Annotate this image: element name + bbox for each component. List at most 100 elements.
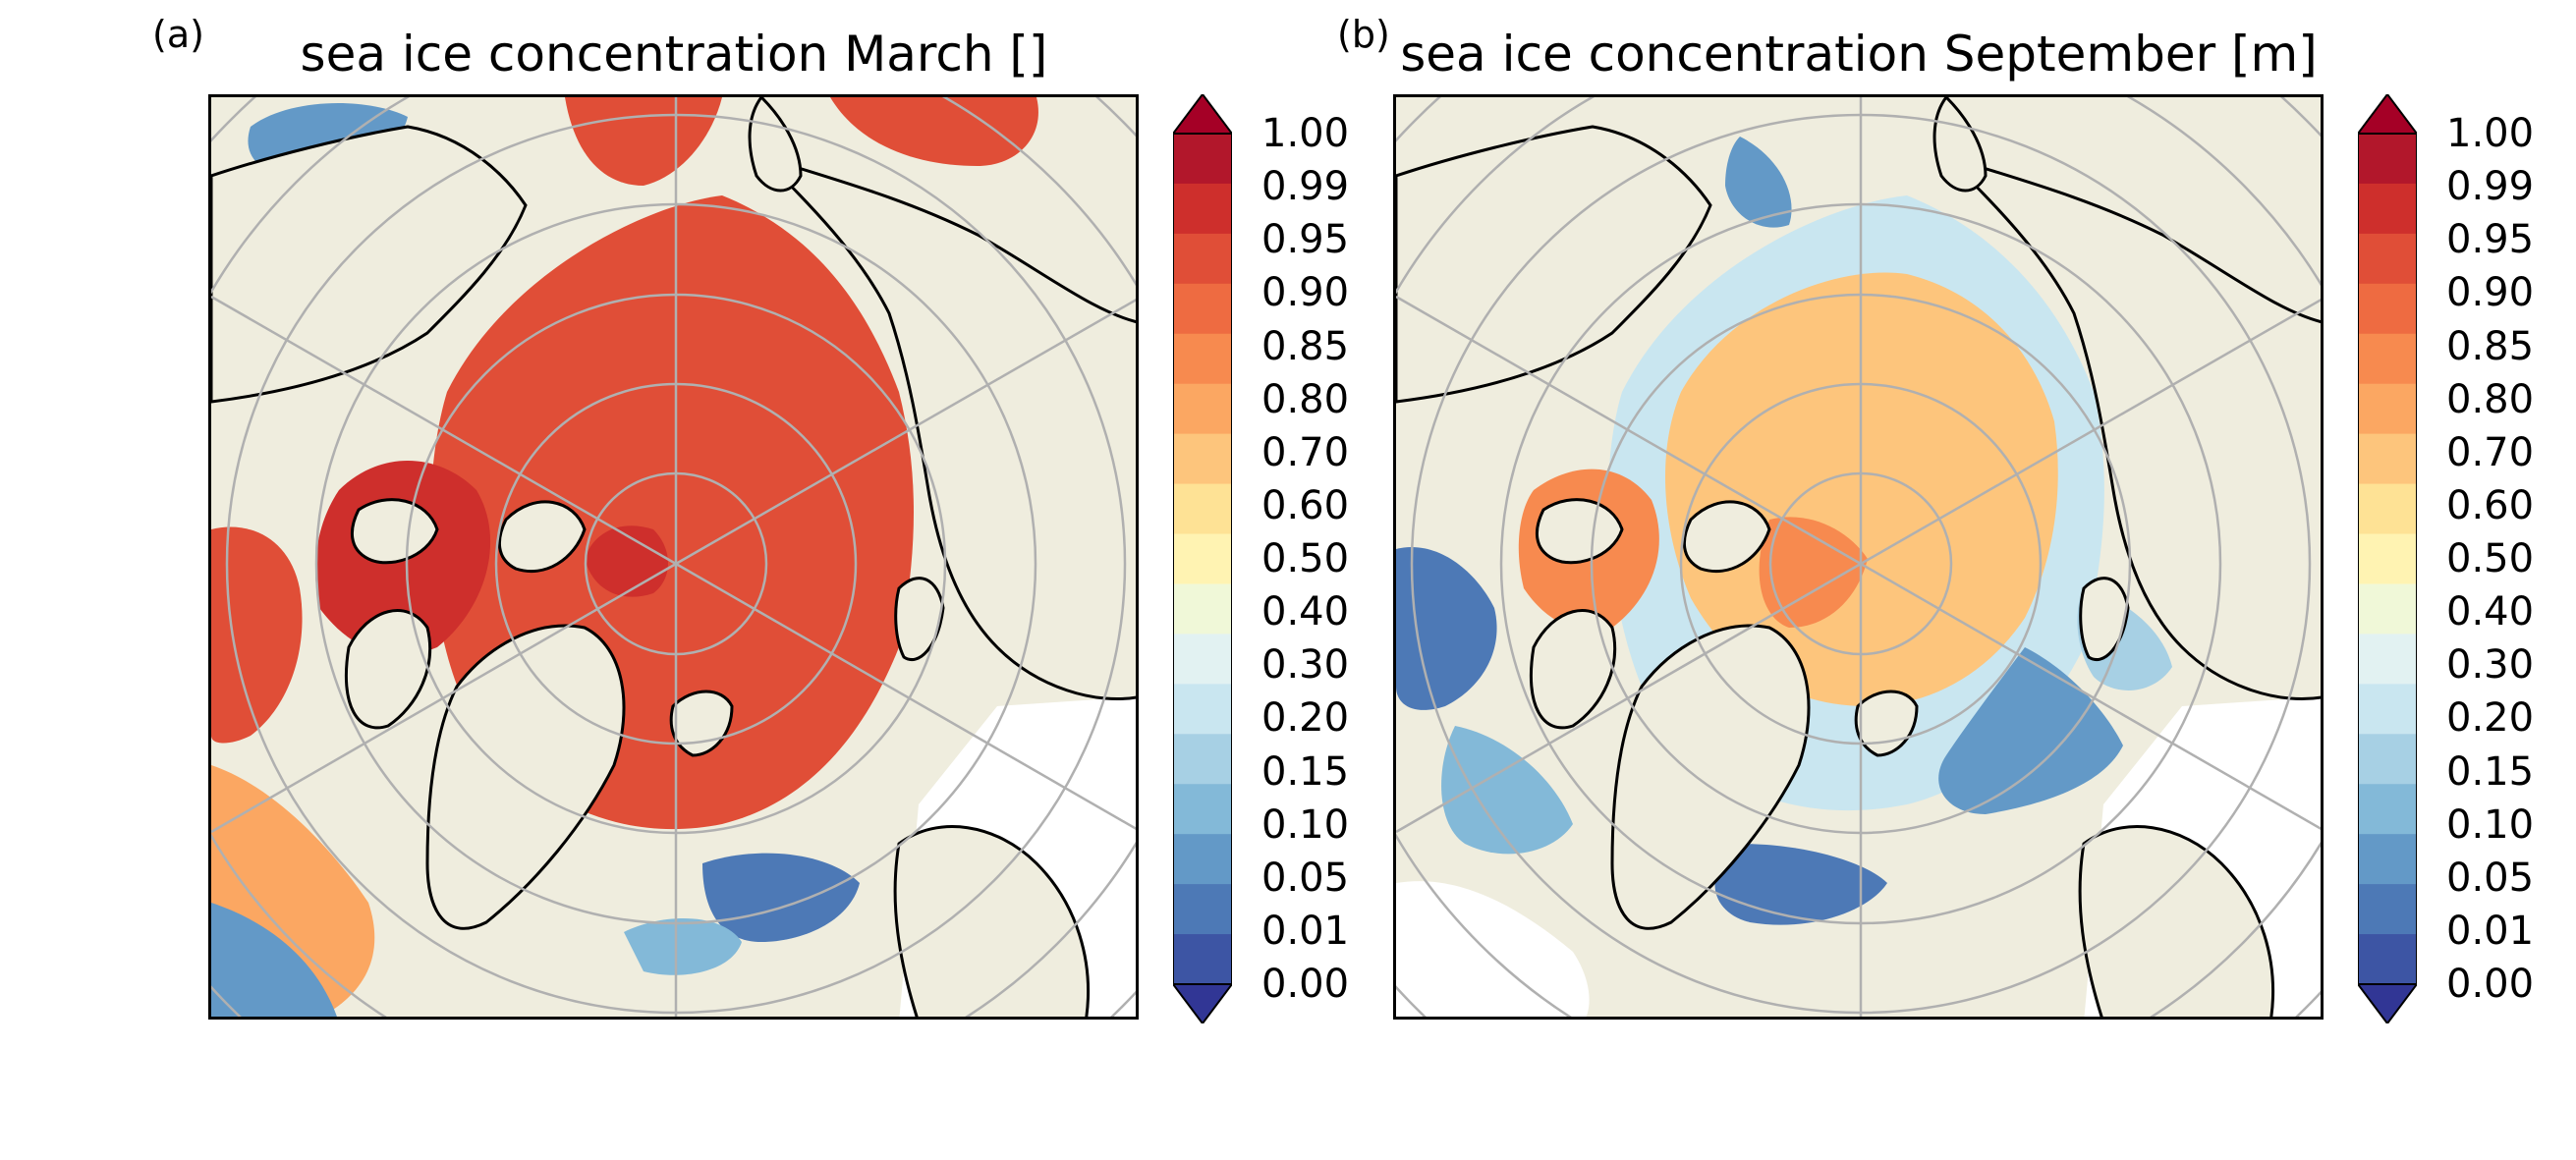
colorbar-band xyxy=(2358,634,2417,685)
colorbar-tick-label: 0.00 xyxy=(1261,962,1350,1007)
colorbar-tick-label: 0.30 xyxy=(2446,642,2535,689)
land-novaya-zemlya xyxy=(894,577,945,661)
ice-edge-labrador xyxy=(211,903,337,1017)
colorbar-tick-label: 0.85 xyxy=(2446,323,2535,369)
land-ellesmere xyxy=(1682,500,1771,574)
land-kamchatka xyxy=(748,97,803,193)
colorbar-band xyxy=(2358,684,2417,735)
colorbar-band xyxy=(1173,834,1232,885)
colorbar-march xyxy=(1171,92,1234,1025)
colorbar-band xyxy=(2358,834,2417,885)
colorbar-band xyxy=(1173,433,1232,485)
colorbar-band xyxy=(2358,483,2417,535)
land-novaya-zemlya xyxy=(2079,577,2130,661)
colorbar-band xyxy=(1173,333,1232,385)
colorbar-tick-label: 0.40 xyxy=(1261,589,1350,635)
ice-edge-baffin xyxy=(1441,726,1573,855)
land-siberia xyxy=(759,154,1136,701)
colorbar-tick-label: 0.99 xyxy=(1261,164,1350,210)
colorbar-tick-label: 0.70 xyxy=(1261,429,1350,475)
colorbar-band xyxy=(2358,433,2417,485)
sea-ice-north-greenland xyxy=(1759,517,1868,628)
colorbar-tick-label: 0.05 xyxy=(1261,855,1350,901)
colorbar-band xyxy=(1173,383,1232,435)
colorbar-band xyxy=(2358,134,2417,185)
colorbar-band xyxy=(2358,383,2417,435)
colorbar-band xyxy=(1173,283,1232,335)
colorbar-band xyxy=(1173,634,1232,685)
colorbar-tick-label: 0.60 xyxy=(2446,482,2535,528)
map-march-svg xyxy=(211,97,1136,1017)
sea-ice-okhotsk xyxy=(830,97,1038,166)
colorbar-september-bands xyxy=(2358,134,2417,985)
colorbar-march-bands xyxy=(1173,134,1232,985)
colorbar-band xyxy=(2358,533,2417,584)
colorbar-band xyxy=(1173,183,1232,235)
colorbar-band xyxy=(2358,784,2417,835)
colorbar-tick-label: 0.01 xyxy=(2446,908,2535,954)
colorbar-band xyxy=(2358,934,2417,985)
ice-edge-nordic xyxy=(702,853,860,942)
colorbar-tick-label: 0.20 xyxy=(2446,695,2535,742)
ice-edge-hudson xyxy=(1396,547,1497,710)
colorbar-band xyxy=(2358,583,2417,635)
colorbar-tick-label: 0.40 xyxy=(2446,589,2535,635)
colorbar-under-triangle xyxy=(1171,983,1234,1025)
colorbar-tick-label: 0.50 xyxy=(2446,536,2535,581)
colorbar-band xyxy=(2358,333,2417,385)
land-victoria-island xyxy=(350,498,439,565)
colorbar-tick-label: 0.99 xyxy=(2446,164,2535,210)
colorbar-band xyxy=(1173,583,1232,635)
map-march xyxy=(208,94,1139,1020)
colorbar-tick-label: 0.00 xyxy=(2446,962,2535,1007)
land-victoria-island xyxy=(1535,498,1624,565)
colorbar-tick-label: 0.30 xyxy=(1261,642,1350,689)
colorbar-tick-label: 0.95 xyxy=(1261,217,1350,263)
colorbar-band xyxy=(1173,734,1232,785)
colorbar-tick-label: 0.05 xyxy=(2446,855,2535,901)
colorbar-tick-label: 0.80 xyxy=(2446,376,2535,422)
panel-title-b: sea ice concentration September [m] xyxy=(1400,26,2318,83)
panel-title-a: sea ice concentration March [] xyxy=(300,26,1048,83)
colorbar-band xyxy=(1173,134,1232,185)
land-baffin-island xyxy=(1529,609,1617,730)
land-labrador xyxy=(1396,881,1590,1017)
land-ellesmere xyxy=(497,500,587,574)
sea-ice-bering xyxy=(565,97,722,186)
colorbar-tick-label: 0.10 xyxy=(1261,801,1350,848)
colorbar-over-triangle xyxy=(2356,92,2419,135)
colorbar-september xyxy=(2356,92,2419,1025)
colorbar-band xyxy=(2358,734,2417,785)
colorbar-band xyxy=(1173,934,1232,985)
colorbar-under-triangle xyxy=(2356,983,2419,1025)
colorbar-band xyxy=(1173,483,1232,535)
land-scandinavia xyxy=(893,825,1090,1017)
colorbar-tick-label: 0.15 xyxy=(2446,748,2535,795)
colorbar-tick-label: 0.20 xyxy=(1261,695,1350,742)
colorbar-march-svg xyxy=(1171,92,1234,1025)
colorbar-over-triangle xyxy=(1171,92,1234,135)
land-siberia xyxy=(1944,154,2321,701)
land-greenland xyxy=(425,624,626,930)
ice-edge-greenland-sea xyxy=(624,918,742,975)
colorbar-tick-label: 0.15 xyxy=(1261,748,1350,795)
colorbar-band xyxy=(2358,283,2417,335)
colorbar-band xyxy=(1173,684,1232,735)
panel-label-a: (a) xyxy=(152,13,204,56)
colorbar-band xyxy=(2358,233,2417,285)
colorbar-tick-label: 0.95 xyxy=(2446,217,2535,263)
colorbar-tick-label: 0.60 xyxy=(1261,482,1350,528)
colorbar-tick-label: 0.70 xyxy=(2446,429,2535,475)
map-september xyxy=(1393,94,2324,1020)
ice-edge-bering xyxy=(1725,137,1792,228)
sea-ice-hudson xyxy=(211,526,303,744)
colorbar-tick-label: 0.90 xyxy=(1261,270,1350,316)
colorbar-tick-label: 0.01 xyxy=(1261,908,1350,954)
colorbar-tick-label: 0.80 xyxy=(1261,376,1350,422)
colorbar-tick-label: 1.00 xyxy=(1261,111,1350,156)
colorbar-tick-label: 0.90 xyxy=(2446,270,2535,316)
ice-edge-barents xyxy=(1714,844,1887,925)
colorbar-band xyxy=(1173,233,1232,285)
colorbar-band xyxy=(2358,183,2417,235)
land-scandinavia xyxy=(2078,825,2274,1017)
